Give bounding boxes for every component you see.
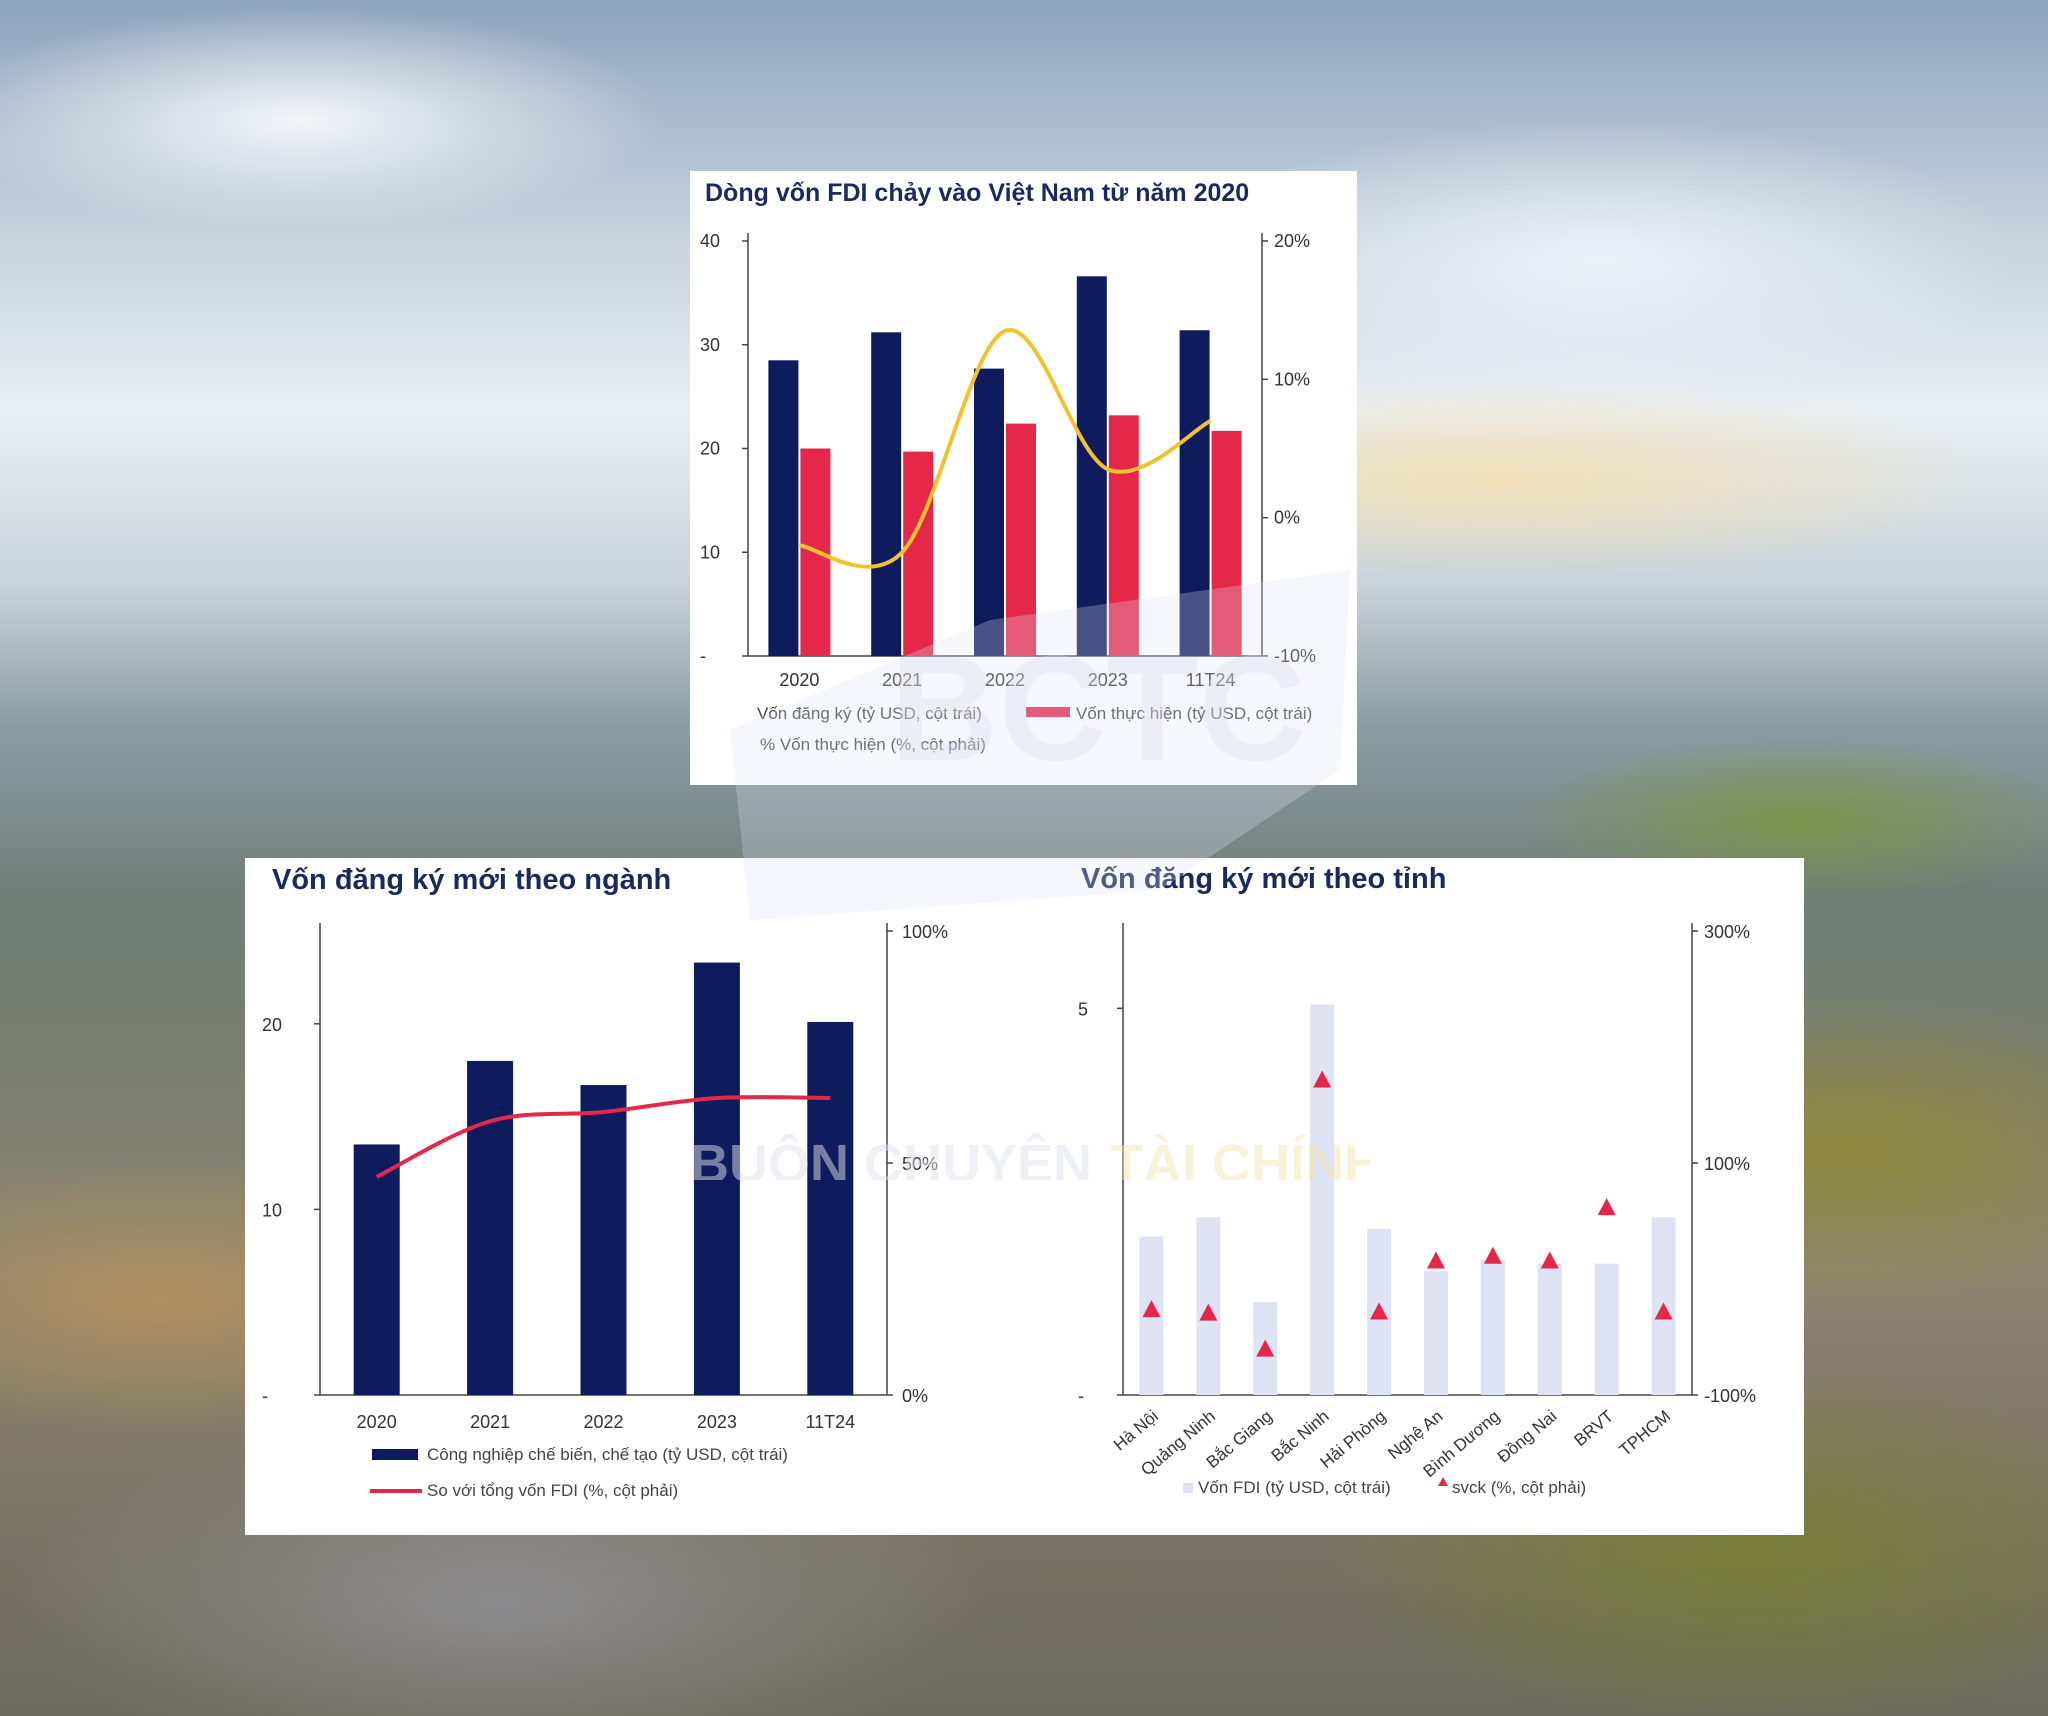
- x-tick-label: 2023: [697, 1412, 737, 1432]
- new-registered-capital-charts: Vốn đăng ký mới theo ngành Vốn đăng ký m…: [262, 863, 1756, 1500]
- right-tick-label: 0%: [1274, 508, 1300, 528]
- legend-swatch-yoy: [1438, 1477, 1448, 1486]
- fdi-inflow-chart: Dòng vốn FDI chảy vào Việt Nam từ năm 20…: [700, 179, 1316, 754]
- legend-swatch-manufacturing: [372, 1449, 418, 1460]
- right-tick-label: 50%: [902, 1154, 938, 1174]
- legend-label-registered: Vốn đăng ký (tỷ USD, cột trái): [757, 704, 982, 723]
- left-tick-label: 10: [700, 542, 720, 562]
- x-tick-label: 2020: [357, 1412, 397, 1432]
- bar-province-fdi: [1537, 1263, 1562, 1395]
- bar-manufacturing: [467, 1060, 514, 1395]
- marker-yoy-change: [1654, 1302, 1673, 1320]
- marker-yoy-change: [1483, 1246, 1502, 1264]
- x-tick-label: 2021: [470, 1412, 510, 1432]
- legend-label-disbursed: Vốn thực hiện (tỷ USD, cột trái): [1076, 704, 1312, 723]
- x-tick-label: 2020: [779, 670, 819, 690]
- legend-label-province-fdi: Vốn FDI (tỷ USD, cột trái): [1198, 1478, 1391, 1497]
- x-tick-label: BRVT: [1571, 1407, 1618, 1451]
- marker-yoy-change: [1199, 1303, 1218, 1321]
- marker-yoy-change: [1142, 1300, 1161, 1318]
- bar-province-fdi: [1594, 1263, 1619, 1395]
- bar-registered-capital: [871, 332, 902, 656]
- bar-province-fdi: [1480, 1259, 1505, 1395]
- fdi-inflow-chart-panel: Dòng vốn FDI chảy vào Việt Nam từ năm 20…: [690, 171, 1357, 785]
- bar-manufacturing: [807, 1021, 854, 1395]
- legend-label-yoy: svck (%, cột phải): [1452, 1478, 1586, 1497]
- x-tick-label: TPHCM: [1616, 1407, 1675, 1460]
- bar-registered-capital: [1179, 330, 1210, 656]
- x-tick-label: 11T24: [1186, 670, 1236, 690]
- marker-yoy-change: [1370, 1302, 1389, 1320]
- x-tick-label: Hà Nội: [1110, 1407, 1162, 1455]
- right-tick-label: 100%: [902, 922, 948, 942]
- bar-manufacturing: [353, 1144, 400, 1395]
- bar-disbursed-capital: [1211, 430, 1242, 656]
- x-tick-label: 2021: [882, 670, 922, 690]
- new-registered-capital-panel: Vốn đăng ký mới theo ngành Vốn đăng ký m…: [245, 858, 1804, 1535]
- right-tick-label: 300%: [1704, 922, 1750, 942]
- x-tick-label: 11T24: [805, 1412, 855, 1432]
- bar-manufacturing: [580, 1085, 627, 1395]
- right-tick-label: 100%: [1704, 1154, 1750, 1174]
- chart-title-by-province: Vốn đăng ký mới theo tỉnh: [1081, 863, 1446, 895]
- legend-label-manufacturing: Công nghiệp chế biến, chế tạo (tỷ USD, c…: [427, 1445, 788, 1464]
- legend-swatch-disbursed: [1026, 707, 1070, 717]
- left-tick-label: 30: [700, 335, 720, 355]
- x-tick-label: Đồng Nai: [1494, 1407, 1561, 1467]
- left-tick-label: -: [262, 1386, 268, 1406]
- legend-label-disbursed-pct: % Vốn thực hiện (%, cột phải): [760, 735, 986, 754]
- left-tick-label: -: [700, 646, 706, 666]
- x-tick-label: 2023: [1088, 670, 1128, 690]
- right-tick-label: 20%: [1274, 231, 1310, 251]
- line-disbursed-pct: [799, 328, 1212, 569]
- bar-registered-capital: [974, 368, 1004, 656]
- bar-disbursed-capital: [1108, 415, 1139, 656]
- marker-yoy-change: [1256, 1339, 1275, 1357]
- marker-yoy-change: [1426, 1251, 1445, 1269]
- marker-yoy-change: [1313, 1070, 1332, 1088]
- marker-yoy-change: [1540, 1251, 1559, 1269]
- line-share-of-total: [375, 1095, 831, 1179]
- legend-label-share: So với tổng vốn FDI (%, cột phải): [427, 1481, 678, 1500]
- left-tick-label: 40: [700, 231, 720, 251]
- bar-disbursed-capital: [903, 451, 934, 656]
- bar-province-fdi: [1423, 1271, 1448, 1395]
- bar-province-fdi: [1310, 1004, 1335, 1395]
- bar-registered-capital: [768, 360, 799, 656]
- left-tick-label: 10: [262, 1200, 282, 1220]
- right-tick-label: 10%: [1274, 369, 1310, 389]
- left-tick-label: 20: [700, 439, 720, 459]
- bar-disbursed-capital: [1006, 423, 1036, 656]
- left-tick-label: 5: [1078, 999, 1088, 1019]
- left-tick-label: -: [1078, 1386, 1084, 1406]
- x-tick-label: 2022: [583, 1412, 623, 1432]
- left-tick-label: 20: [262, 1015, 282, 1035]
- right-tick-label: 0%: [902, 1386, 928, 1406]
- bar-manufacturing: [693, 962, 740, 1395]
- chart-title-by-sector: Vốn đăng ký mới theo ngành: [272, 864, 671, 896]
- marker-yoy-change: [1597, 1198, 1616, 1216]
- x-tick-label: 2022: [985, 670, 1025, 690]
- right-tick-label: -10%: [1274, 646, 1316, 666]
- right-tick-label: -100%: [1704, 1386, 1756, 1406]
- chart-title: Dòng vốn FDI chảy vào Việt Nam từ năm 20…: [705, 179, 1249, 207]
- legend-swatch-province-fdi: [1183, 1483, 1193, 1493]
